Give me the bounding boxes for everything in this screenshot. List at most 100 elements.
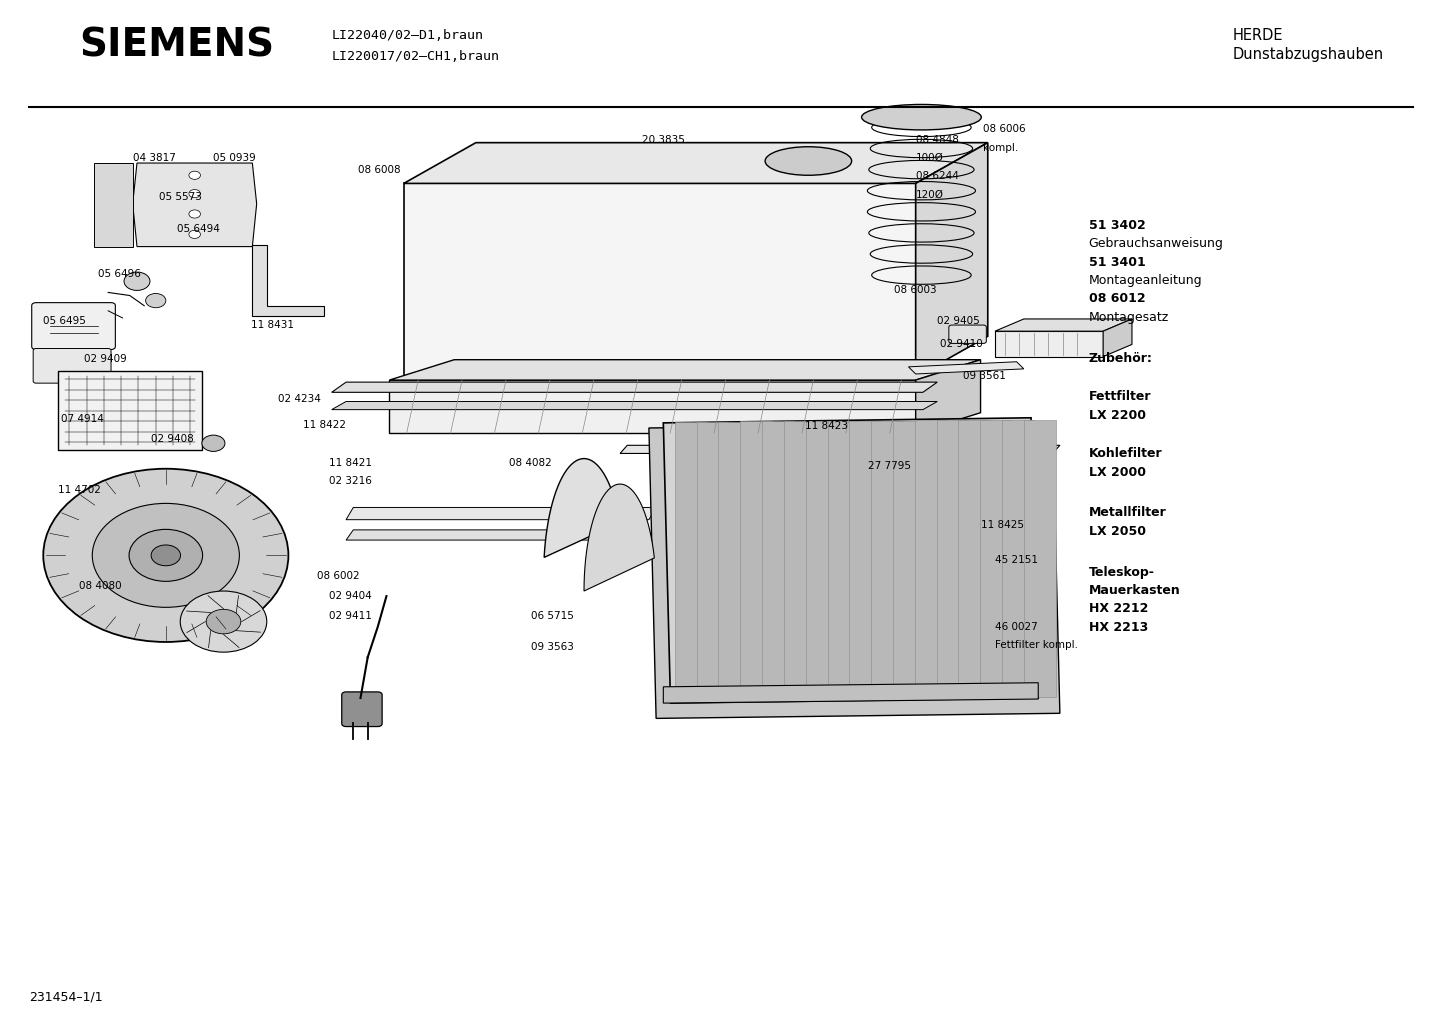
Text: 231454–1/1: 231454–1/1 — [29, 990, 102, 1003]
Polygon shape — [959, 420, 991, 698]
Polygon shape — [995, 331, 1103, 357]
Text: 05 0939: 05 0939 — [213, 153, 257, 163]
Polygon shape — [871, 421, 903, 699]
Circle shape — [202, 435, 225, 451]
Text: Zubehör:: Zubehör: — [1089, 352, 1152, 365]
Text: HX 2212: HX 2212 — [1089, 602, 1148, 615]
Text: 27 7795: 27 7795 — [868, 461, 911, 471]
Polygon shape — [908, 362, 1024, 374]
Text: 02 9404: 02 9404 — [329, 591, 372, 601]
Polygon shape — [1002, 420, 1034, 697]
FancyBboxPatch shape — [342, 692, 382, 727]
FancyBboxPatch shape — [33, 348, 111, 383]
Bar — [58, 371, 202, 450]
Text: 08 4080: 08 4080 — [79, 581, 123, 591]
Polygon shape — [404, 183, 916, 377]
Text: Kohlefilter: Kohlefilter — [1089, 447, 1162, 461]
Circle shape — [189, 230, 200, 238]
Polygon shape — [389, 360, 981, 380]
Text: 02 4234: 02 4234 — [278, 394, 322, 405]
Polygon shape — [584, 484, 655, 591]
Text: Teleskop-: Teleskop- — [1089, 566, 1155, 579]
Circle shape — [189, 210, 200, 218]
Text: Dunstabzugshauben: Dunstabzugshauben — [1233, 47, 1384, 61]
Polygon shape — [828, 421, 859, 699]
Text: LI220017/02–CH1,braun: LI220017/02–CH1,braun — [332, 50, 500, 62]
Circle shape — [92, 503, 239, 607]
Polygon shape — [914, 421, 946, 698]
Polygon shape — [740, 422, 771, 700]
Polygon shape — [916, 360, 981, 433]
Text: 02 9410: 02 9410 — [940, 339, 983, 350]
Circle shape — [180, 591, 267, 652]
Polygon shape — [675, 422, 707, 701]
Polygon shape — [620, 445, 1060, 453]
Polygon shape — [981, 420, 1012, 697]
Polygon shape — [252, 245, 324, 316]
Text: 08 6006: 08 6006 — [983, 124, 1027, 135]
Circle shape — [146, 293, 166, 308]
Polygon shape — [718, 422, 750, 701]
Text: 02 9411: 02 9411 — [329, 611, 372, 622]
Polygon shape — [663, 418, 1038, 703]
Text: kompl.: kompl. — [983, 143, 1018, 153]
Text: 09 3561: 09 3561 — [963, 371, 1007, 381]
Circle shape — [189, 171, 200, 179]
Text: 08 4848: 08 4848 — [916, 135, 959, 145]
Text: SIEMENS: SIEMENS — [79, 26, 274, 65]
Circle shape — [189, 190, 200, 198]
Text: 08 6008: 08 6008 — [358, 165, 401, 175]
Ellipse shape — [766, 147, 852, 175]
Ellipse shape — [862, 105, 981, 129]
Text: 05 6496: 05 6496 — [98, 269, 141, 279]
Polygon shape — [346, 507, 656, 520]
Text: 45 2151: 45 2151 — [995, 555, 1038, 566]
Text: 08 6012: 08 6012 — [1089, 292, 1145, 306]
Polygon shape — [761, 422, 793, 700]
Text: 02 9405: 02 9405 — [937, 316, 981, 326]
Text: 11 8425: 11 8425 — [981, 520, 1024, 530]
Polygon shape — [404, 143, 988, 183]
FancyBboxPatch shape — [949, 325, 986, 343]
Circle shape — [130, 530, 202, 581]
Text: 05 6495: 05 6495 — [43, 316, 87, 326]
Polygon shape — [696, 422, 728, 701]
Text: 04 3817: 04 3817 — [133, 153, 176, 163]
Text: 02 9408: 02 9408 — [151, 434, 195, 444]
FancyBboxPatch shape — [32, 303, 115, 350]
Text: 02 9409: 02 9409 — [84, 354, 127, 364]
Text: Montageanleitung: Montageanleitung — [1089, 274, 1203, 287]
Polygon shape — [784, 421, 816, 700]
Text: Metallfilter: Metallfilter — [1089, 506, 1167, 520]
Polygon shape — [806, 421, 838, 699]
Text: 08 6003: 08 6003 — [894, 285, 937, 296]
Text: 09 3563: 09 3563 — [531, 642, 574, 652]
Text: 08 4082: 08 4082 — [509, 458, 552, 468]
Polygon shape — [663, 683, 1038, 703]
Text: 11 8422: 11 8422 — [303, 420, 346, 430]
Polygon shape — [995, 319, 1132, 331]
Text: 05 5573: 05 5573 — [159, 192, 202, 202]
Text: HX 2213: HX 2213 — [1089, 621, 1148, 634]
Circle shape — [206, 609, 241, 634]
Circle shape — [43, 469, 288, 642]
Text: HERDE: HERDE — [1233, 29, 1283, 43]
Circle shape — [124, 272, 150, 290]
Text: Fettfilter kompl.: Fettfilter kompl. — [995, 640, 1079, 650]
Polygon shape — [849, 421, 881, 699]
Text: 05 6494: 05 6494 — [177, 224, 221, 234]
Text: 11 4702: 11 4702 — [58, 485, 101, 495]
Text: 02 3216: 02 3216 — [329, 476, 372, 486]
Text: 06 5715: 06 5715 — [531, 611, 574, 622]
Text: 20 3835: 20 3835 — [642, 135, 685, 145]
Text: 11 8423: 11 8423 — [805, 421, 848, 431]
Circle shape — [151, 545, 180, 566]
Polygon shape — [389, 380, 916, 433]
Polygon shape — [1103, 319, 1132, 357]
Text: 120Ø: 120Ø — [916, 190, 943, 200]
Polygon shape — [332, 382, 937, 392]
Text: 11 8431: 11 8431 — [251, 320, 294, 330]
Text: 08 6002: 08 6002 — [317, 571, 360, 581]
Polygon shape — [133, 163, 257, 247]
Text: Gebrauchsanweisung: Gebrauchsanweisung — [1089, 237, 1224, 251]
